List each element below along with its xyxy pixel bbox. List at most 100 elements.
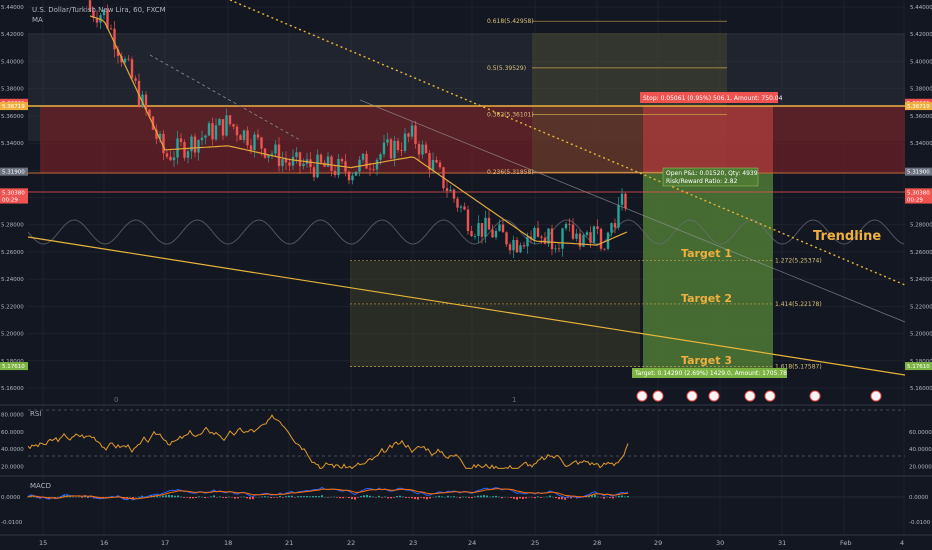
rsi-right-tick-label: 60.0000 — [909, 430, 932, 436]
fib-ext-label: 1.618(5.17587) — [775, 363, 822, 370]
candle-body — [396, 140, 400, 150]
price-tick-label: 5.22000 — [910, 304, 932, 310]
macd-bar — [561, 497, 563, 500]
left-price-tick-label: 5.20000 — [1, 332, 24, 338]
event-icon[interactable] — [708, 390, 720, 402]
price-badge — [905, 167, 932, 176]
rsi-tick-label: 60.0000 — [1, 430, 24, 436]
event-icon[interactable] — [636, 390, 648, 402]
candle-body — [141, 94, 144, 107]
macd-bar — [606, 496, 608, 498]
macd-signal-line[interactable] — [27, 488, 629, 500]
left-price-badge-label: 5.31900 — [2, 170, 25, 176]
macd-bar — [483, 495, 485, 498]
open-pnl-label: Open P&L: 0.01520, Qty: 4939 — [666, 170, 758, 177]
event-icon[interactable] — [764, 390, 776, 402]
left-price-tick-label: 5.28000 — [1, 223, 24, 229]
trendline-lower[interactable] — [27, 236, 906, 376]
event-icon[interactable] — [744, 390, 756, 402]
rsi-tick-label: 40.0000 — [1, 447, 24, 453]
macd-right-tick-label: 0.0000 — [909, 495, 929, 501]
price-badge — [905, 362, 932, 371]
macd-histogram[interactable] — [27, 494, 629, 500]
time-tick-label: 4 — [900, 539, 904, 547]
dashed-trend[interactable] — [149, 54, 301, 141]
macd-bar — [429, 497, 431, 499]
candle-body — [410, 125, 414, 137]
price-tick-label: 5.18000 — [910, 359, 932, 365]
macd-bar — [279, 495, 281, 498]
candlesticks[interactable] — [88, 0, 627, 259]
moving-average-line[interactable] — [89, 15, 628, 246]
left-price-tick-label: 5.26000 — [1, 250, 24, 256]
candle-body — [543, 237, 547, 244]
macd-bar — [393, 497, 395, 498]
macd-bar — [168, 494, 170, 498]
candle-body — [92, 10, 95, 18]
candle-body — [536, 227, 540, 237]
rsi-line[interactable] — [27, 414, 629, 470]
candle-body — [144, 94, 148, 110]
event-icon[interactable] — [870, 390, 882, 402]
candle-body — [424, 144, 428, 154]
candle-body — [351, 175, 354, 181]
candle-body — [256, 134, 260, 138]
event-icon[interactable] — [809, 390, 821, 402]
rsi-tick-label: 20.0000 — [1, 465, 24, 471]
candle-body — [480, 223, 484, 237]
fib-extension[interactable]: 1.272(5.25374) 1.414(5.22178) 1.618(5.1758… — [350, 257, 822, 370]
price-axis-bg — [905, 0, 932, 550]
candle-body — [340, 158, 344, 162]
candle-body — [624, 193, 627, 209]
macd-bar — [627, 495, 629, 498]
candle-body — [312, 167, 316, 178]
candle-body — [571, 224, 575, 239]
event-icon[interactable] — [652, 390, 664, 402]
marker-1: 1 — [512, 396, 516, 404]
macd-bar — [171, 495, 173, 498]
candle-body — [169, 156, 172, 161]
event-icon[interactable] — [686, 390, 698, 402]
time-tick-label: Feb — [840, 539, 852, 547]
macd-bar — [498, 496, 500, 498]
macd-axis: 0.0000 -0.0100 0.0000 -0.0100 — [1, 495, 931, 526]
event-icons[interactable] — [636, 390, 882, 402]
price-axis[interactable]: 5.44000 5.42000 5.40000 5.38000 5.36000 5.340… — [910, 5, 932, 392]
candle-body — [428, 153, 431, 170]
macd-bar — [285, 496, 287, 498]
time-tick-label: 23 — [409, 539, 417, 547]
candle-body — [284, 159, 288, 163]
macd-bar — [300, 496, 302, 498]
macd-bar — [81, 497, 83, 498]
candle-body — [116, 49, 120, 56]
rsi-label: RSI — [30, 410, 41, 418]
candle-body — [127, 58, 130, 60]
left-price-tick-label: 5.44000 — [1, 5, 24, 11]
macd-bar — [462, 496, 464, 498]
candle-body — [263, 148, 267, 158]
left-price-tick-label: 5.34000 — [1, 141, 24, 147]
trendline-dotted[interactable] — [229, 0, 906, 286]
macd-bar — [417, 497, 419, 500]
channel-line[interactable] — [359, 99, 906, 323]
candle-body — [270, 153, 274, 155]
macd-bar — [96, 497, 98, 499]
macd-bar — [261, 496, 263, 498]
candle-body — [564, 223, 568, 229]
candle-body — [200, 137, 204, 141]
candle-body — [106, 9, 109, 29]
macd-bar — [363, 495, 365, 498]
candle-body — [617, 204, 620, 228]
macd-bar — [381, 497, 383, 498]
macd-bar — [27, 496, 29, 498]
candle-body — [610, 223, 613, 233]
macd-bar — [213, 495, 215, 498]
candle-body — [239, 135, 242, 140]
candle-body — [508, 244, 512, 251]
macd-bar — [297, 496, 299, 498]
macd-bar — [252, 497, 254, 500]
price-badge-label: 00:29 — [907, 198, 923, 204]
time-axis[interactable]: 15 16 17 18 21 22 23 24 25 28 29 30 31 Feb 4 — [39, 539, 904, 547]
candle-body — [102, 9, 106, 16]
